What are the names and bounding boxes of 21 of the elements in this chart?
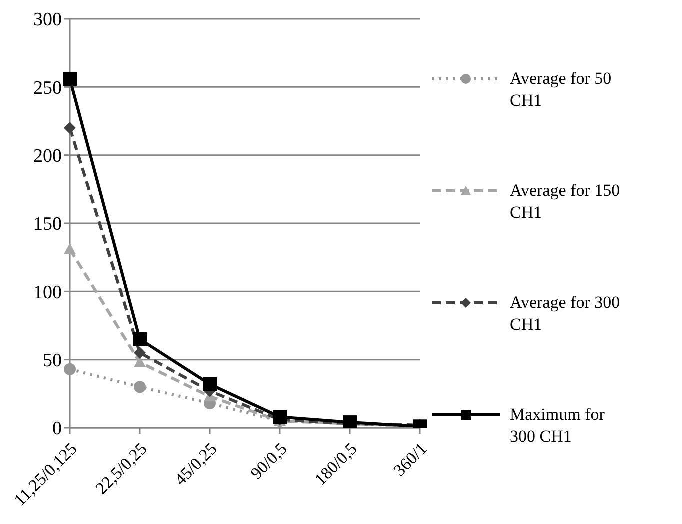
y-tick-label: 100 [34, 282, 62, 304]
legend-label: Average for 300 CH1 [510, 292, 622, 336]
legend-label: Maximum for 300 CH1 [510, 404, 606, 448]
legend-label: Average for 150 CH1 [510, 180, 622, 224]
y-tick-label: 50 [43, 350, 62, 372]
y-tick-label: 300 [34, 10, 62, 31]
legend-label: Average for 50 CH1 [510, 68, 613, 112]
point [134, 381, 146, 394]
point [64, 122, 76, 134]
point [273, 410, 287, 424]
y-tick-label: 200 [34, 146, 62, 168]
point [134, 356, 146, 368]
point [63, 72, 77, 86]
point [64, 243, 76, 254]
point [64, 363, 76, 376]
y-tick-label: 0 [52, 418, 62, 440]
point [134, 347, 146, 360]
point [203, 377, 217, 392]
y-tick-label: 150 [34, 214, 62, 236]
y-tick-label: 250 [34, 78, 62, 99]
point [133, 332, 147, 346]
